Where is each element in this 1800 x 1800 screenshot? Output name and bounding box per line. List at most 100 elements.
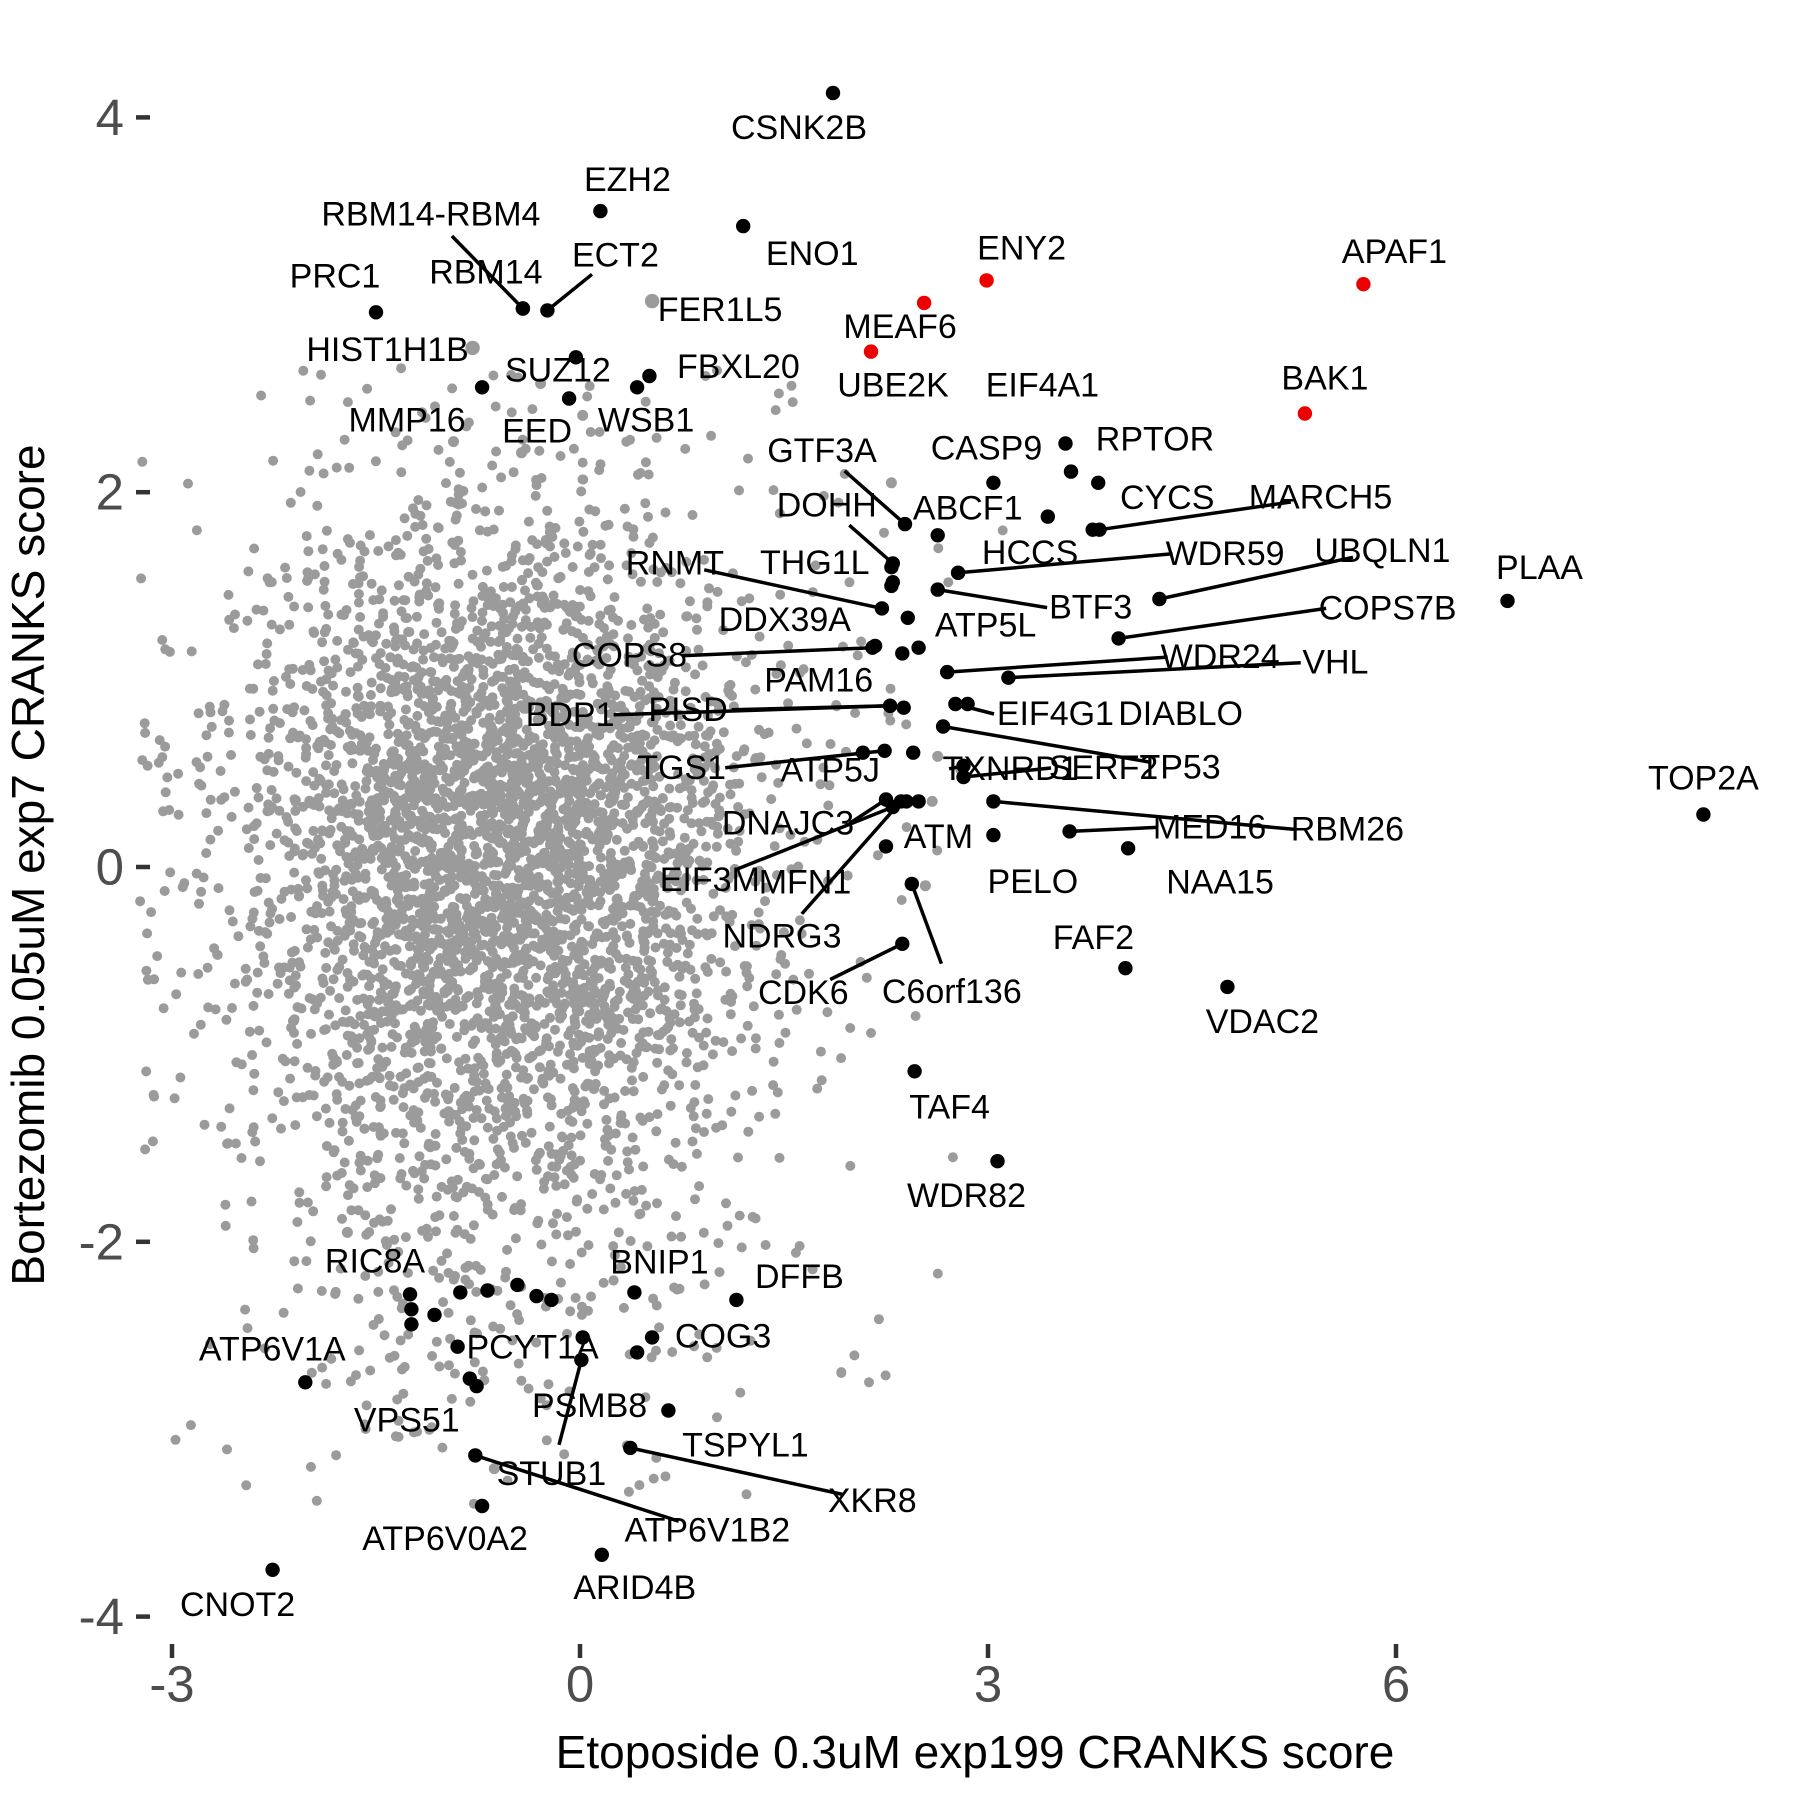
cloud-point: [654, 1044, 665, 1055]
cloud-point: [236, 1153, 247, 1163]
cloud-point: [404, 941, 415, 952]
cloud-point: [314, 868, 325, 879]
cloud-point: [582, 391, 593, 402]
cloud-point: [674, 855, 685, 866]
cloud-point: [477, 581, 488, 592]
cloud-point: [783, 640, 794, 651]
cloud-point: [727, 690, 737, 701]
gray-point: [341, 1226, 353, 1238]
cloud-point: [419, 733, 430, 744]
cloud-point: [943, 577, 954, 588]
cloud-point: [480, 971, 490, 982]
cloud-point: [628, 1195, 639, 1206]
cloud-point: [248, 1085, 259, 1096]
y-axis-title: Bortezomib 0.05uM exp7 CRANKS score: [2, 444, 54, 1285]
cloud-point: [584, 921, 595, 932]
cloud-point: [599, 1085, 610, 1096]
cloud-point: [344, 917, 355, 928]
cloud-point: [554, 846, 565, 857]
cloud-point: [334, 993, 345, 1004]
cloud-point: [523, 1383, 534, 1394]
cloud-point: [292, 1217, 303, 1227]
gene-point-WSB1: [629, 380, 645, 395]
cloud-point: [223, 727, 234, 738]
cloud-point: [621, 560, 632, 571]
cloud-point: [249, 543, 260, 554]
cloud-point: [354, 1345, 365, 1356]
cloud-point: [294, 1187, 305, 1198]
cloud-point: [303, 546, 314, 557]
cloud-point: [551, 1229, 562, 1240]
cloud-point: [546, 1148, 557, 1159]
gene-label-ATM: ATM: [904, 818, 973, 856]
leader-line-GTF3A: [843, 469, 907, 526]
cloud-point: [382, 1215, 393, 1226]
cloud-point: [464, 1148, 475, 1159]
cloud-point: [696, 826, 707, 837]
unlabeled-black-point: [510, 1277, 525, 1293]
cloud-point: [845, 1023, 856, 1033]
cloud-point: [583, 1240, 594, 1251]
cloud-point: [393, 779, 404, 790]
gene-label-FBXL20: FBXL20: [677, 348, 800, 386]
cloud-point: [463, 1100, 474, 1111]
cloud-point: [550, 866, 561, 877]
cloud-point: [361, 1400, 372, 1411]
gene-label-RNMT: RNMT: [626, 544, 724, 582]
cloud-point: [368, 755, 378, 765]
cloud-point: [502, 1475, 513, 1486]
cloud-point: [644, 660, 655, 671]
cloud-point: [341, 1050, 352, 1060]
cloud-point: [341, 605, 352, 615]
cloud-point: [639, 990, 650, 1001]
cloud-point: [289, 1256, 300, 1267]
cloud-point: [710, 1035, 721, 1046]
cloud-point: [697, 797, 708, 808]
cloud-point: [569, 889, 580, 900]
cloud-point: [321, 1141, 332, 1151]
cloud-point: [652, 577, 663, 587]
cloud-point: [298, 365, 309, 376]
cloud-point: [355, 612, 366, 622]
cloud-point: [641, 751, 652, 762]
cloud-point: [202, 751, 213, 762]
cloud-point: [579, 739, 590, 750]
cloud-point: [596, 688, 607, 699]
cloud-point: [533, 1215, 544, 1226]
cloud-point: [448, 661, 459, 672]
cloud-point: [599, 919, 610, 930]
cloud-point: [515, 1205, 526, 1216]
cloud-point: [173, 768, 184, 779]
cloud-point: [523, 516, 534, 527]
cloud-point: [337, 795, 348, 806]
cloud-point: [559, 760, 570, 771]
cloud-point: [418, 654, 429, 665]
cloud-point: [722, 823, 733, 834]
gene-label-DIABLO: DIABLO: [1118, 695, 1243, 733]
cloud-point: [433, 801, 444, 812]
cloud-point: [510, 1106, 521, 1117]
cloud-point: [879, 527, 889, 538]
cloud-point: [268, 455, 279, 466]
cloud-point: [605, 1183, 616, 1194]
cloud-point: [671, 1211, 681, 1222]
cloud-point: [473, 1158, 484, 1169]
cloud-point: [488, 805, 499, 816]
gene-point-WDR59: [950, 565, 966, 580]
cloud-point: [158, 1003, 169, 1014]
cloud-point: [665, 928, 676, 939]
cloud-point: [432, 754, 443, 765]
cloud-point: [443, 1106, 454, 1117]
cloud-point: [366, 885, 377, 896]
cloud-point: [657, 836, 668, 847]
cloud-point: [559, 1449, 570, 1460]
cloud-point: [341, 852, 352, 862]
gray-point: [926, 795, 938, 807]
cloud-point: [530, 801, 541, 811]
cloud-point: [373, 546, 384, 556]
cloud-point: [816, 1075, 827, 1086]
cloud-point: [441, 1053, 452, 1064]
cloud-point: [321, 962, 332, 973]
cloud-point: [575, 585, 586, 595]
cloud-point: [499, 1162, 510, 1173]
